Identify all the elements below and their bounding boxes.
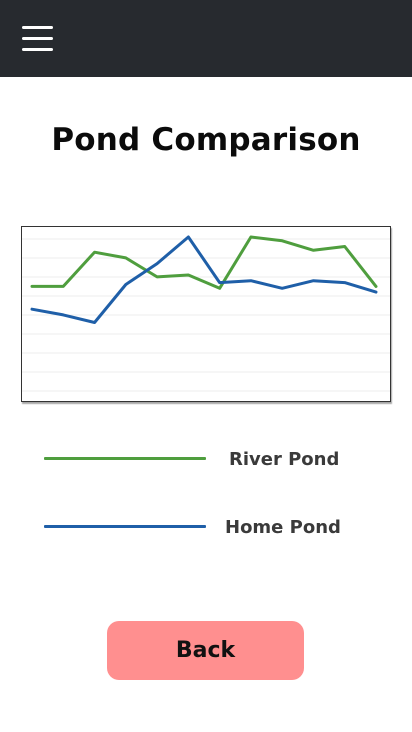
data-point: [219, 287, 221, 289]
data-point: [62, 314, 64, 316]
data-point: [187, 274, 189, 276]
back-button[interactable]: Back: [107, 621, 304, 680]
menu-bar-line: [22, 26, 53, 29]
legend-line-home-pond: [44, 525, 206, 528]
data-point: [94, 322, 96, 323]
series-line-river-pond: [30, 235, 378, 290]
menu-bar-line: [22, 48, 53, 51]
data-point: [250, 236, 252, 238]
data-point: [375, 285, 377, 287]
data-point: [344, 246, 346, 247]
line-chart: [21, 226, 391, 402]
top-app-bar: [0, 0, 412, 77]
data-point: [281, 240, 283, 242]
legend-label-home-pond: Home Pond: [225, 517, 341, 538]
series-line-home-pond: [30, 235, 378, 324]
data-point: [375, 291, 377, 293]
data-point: [156, 263, 158, 265]
data-point: [125, 284, 127, 285]
chart-plot: [22, 235, 390, 392]
data-point: [187, 236, 189, 238]
data-point: [281, 287, 283, 289]
data-point: [312, 249, 314, 251]
page-title: Pond Comparison: [51, 122, 361, 158]
data-point: [156, 276, 158, 278]
data-point: [31, 308, 33, 310]
data-point: [31, 285, 33, 287]
hamburger-menu-icon[interactable]: [22, 26, 54, 52]
data-point: [250, 280, 252, 282]
data-point: [94, 251, 96, 253]
data-point: [344, 282, 346, 284]
data-point: [219, 282, 221, 284]
data-point: [125, 257, 127, 259]
menu-bar-line: [22, 37, 53, 40]
legend-label-river-pond: River Pond: [229, 449, 340, 470]
data-point: [312, 280, 314, 282]
legend-line-river-pond: [44, 457, 206, 460]
data-point: [62, 285, 64, 287]
